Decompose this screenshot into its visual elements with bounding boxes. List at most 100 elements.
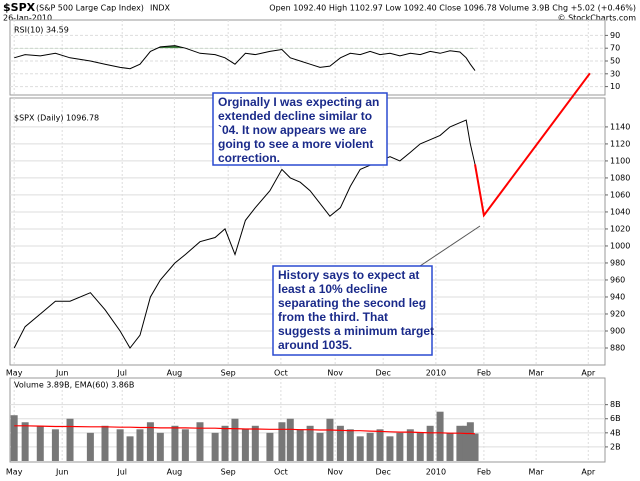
volume-bar [466, 422, 474, 461]
x-tick-label: Oct [274, 468, 288, 477]
panel-label: $SPX (Daily) 1096.78 [14, 114, 99, 123]
x-tick-label: Sep [221, 468, 236, 477]
panel-label: Volume 3.89B, EMA(60) 3.86B [14, 381, 134, 390]
x-tick-label: May [6, 369, 23, 378]
volume-bar [116, 429, 124, 461]
volume-bar [436, 411, 444, 461]
x-tick-label: Nov [327, 468, 343, 477]
symbol: $SPX [3, 1, 36, 14]
x-tick-label: Nov [327, 369, 343, 378]
x-tick-label: Mar [529, 369, 545, 378]
y-tick-label: 980 [610, 258, 625, 267]
x-tick-label: May [6, 468, 23, 477]
volume-bar [211, 432, 219, 461]
y-tick-label: 1100 [610, 156, 630, 165]
volume-bar [251, 425, 259, 461]
volume-bar [86, 432, 94, 461]
volume-bar [346, 429, 354, 461]
volume-bar [181, 429, 189, 461]
annotation-text: correction. [218, 151, 280, 165]
annotation-text: separating the second leg [278, 296, 426, 310]
volume-bar [10, 415, 18, 461]
ema-line [14, 425, 476, 435]
volume-bar [231, 418, 239, 461]
x-tick-label: Jul [116, 468, 127, 477]
y-tick-label: 90 [610, 31, 620, 40]
x-tick-label: Apr [581, 369, 596, 378]
y-tick-label: 6B [610, 414, 621, 423]
x-tick-label: Mar [529, 468, 545, 477]
volume-bar [101, 425, 109, 461]
annotation-box [212, 92, 388, 166]
x-tick-label: Aug [167, 468, 183, 477]
x-tick-label: Jul [116, 369, 127, 378]
annotation-text: from the third. That [278, 310, 388, 324]
volume-bar [146, 422, 154, 461]
volume-bar [406, 429, 414, 461]
volume-bar [66, 418, 74, 461]
annotation-text: least a 10% decline [278, 282, 388, 296]
volume-bar [21, 422, 29, 461]
x-tick-label: Jun [55, 468, 69, 477]
x-tick-label: Sep [221, 369, 236, 378]
panel-label: RSI(10) 34.59 [14, 26, 69, 35]
volume-bar [36, 425, 44, 461]
index-name: (S&P 500 Large Cap Index) [36, 4, 144, 13]
pointer [419, 225, 481, 267]
volume-bar [286, 418, 294, 461]
y-tick-label: 1140 [610, 122, 630, 131]
annotation-text: History says to expect at [278, 268, 419, 282]
annotation-text: Orginally I was expecting an [218, 95, 379, 109]
exchange: INDX [150, 4, 171, 13]
volume-bar [471, 433, 479, 461]
volume-bar [278, 422, 286, 461]
y-tick-label: 1020 [610, 224, 630, 233]
date: 26-Jan-2010 [3, 14, 52, 23]
y-tick-label: 1080 [610, 173, 630, 182]
y-tick-label: 10 [610, 82, 620, 91]
x-tick-label: Jun [55, 369, 69, 378]
price-line [14, 45, 476, 71]
y-tick-label: 900 [610, 326, 625, 335]
panel-frame [9, 19, 606, 96]
y-tick-label: 2B [610, 442, 621, 451]
volume-bar [316, 432, 324, 461]
volume-bar [416, 432, 424, 461]
copyright: © StockCharts.com [558, 14, 637, 23]
volume-bar [171, 425, 179, 461]
x-tick-label: Dec [375, 369, 390, 378]
annotation-text: `04. It now appears we are [218, 123, 367, 137]
volume-bar [366, 432, 374, 461]
x-tick-label: 2010 [426, 369, 446, 378]
volume-bar [306, 425, 314, 461]
volume-bar [221, 425, 229, 461]
x-tick-label: Apr [581, 468, 596, 477]
y-tick-label: 1000 [610, 241, 630, 250]
x-tick-label: Aug [167, 369, 183, 378]
volume-bar [196, 422, 204, 461]
volume-bar [136, 429, 144, 461]
volume-bar [386, 436, 394, 461]
y-tick-label: 920 [610, 309, 625, 318]
x-tick-label: 2010 [426, 468, 446, 477]
x-tick-label: Feb [477, 369, 491, 378]
volume-bar [356, 436, 364, 461]
volume-bar [446, 432, 454, 461]
volume-bar [336, 425, 344, 461]
projection-line [474, 72, 591, 218]
volume-bar [462, 425, 470, 461]
volume-bar [376, 429, 384, 461]
quote: Open 1092.40 High 1102.97 Low 1092.40 Cl… [269, 4, 636, 13]
y-tick-label: 30 [610, 69, 620, 78]
annotation-text: extended decline similar to [218, 109, 372, 123]
x-tick-label: Dec [375, 468, 390, 477]
y-tick-label: 1040 [610, 207, 630, 216]
volume-bar [156, 432, 164, 461]
volume-bar [266, 432, 274, 461]
volume-bar [51, 429, 59, 461]
y-tick-label: 940 [610, 292, 625, 301]
y-tick-label: 960 [610, 275, 625, 284]
annotation-text: suggests a minimum target [278, 324, 434, 338]
y-tick-label: 1060 [610, 190, 630, 199]
